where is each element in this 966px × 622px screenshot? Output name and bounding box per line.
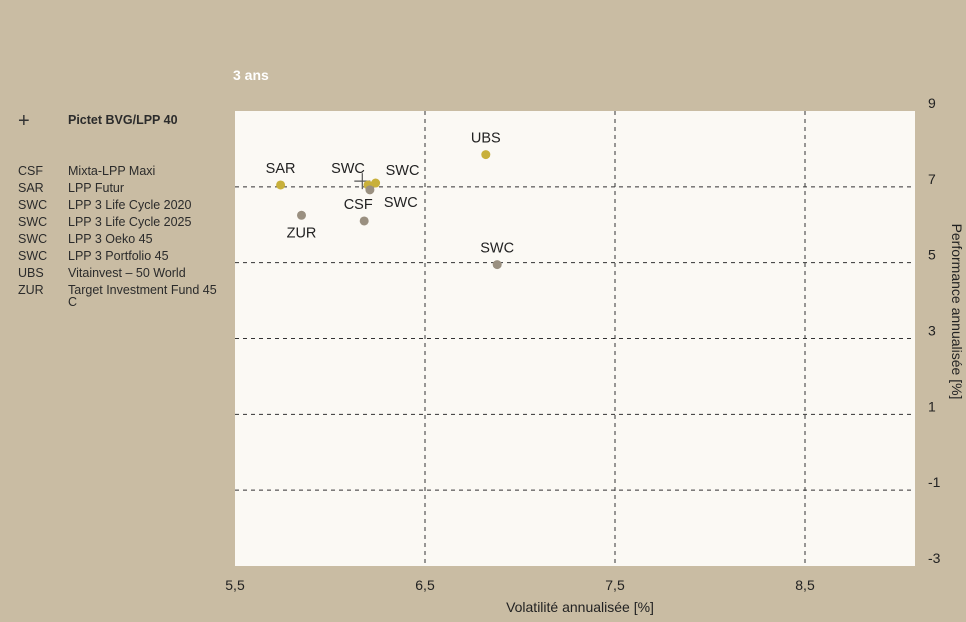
data-label: SWC bbox=[386, 163, 420, 179]
y-tick-label: 3 bbox=[928, 323, 936, 339]
y-tick-label: -3 bbox=[928, 550, 941, 566]
legend-item-name: Target Investment Fund 45 C bbox=[68, 283, 217, 309]
data-label: UBS bbox=[471, 131, 501, 147]
legend-item: CSF Mixta-LPP Maxi bbox=[18, 163, 223, 180]
legend-item-name: LPP 3 Oeko 45 bbox=[68, 232, 153, 246]
legend-item-name: LPP 3 Life Cycle 2020 bbox=[68, 198, 192, 212]
legend-item: SWC LPP 3 Oeko 45 bbox=[18, 231, 223, 248]
data-label: SWC bbox=[331, 161, 365, 177]
data-points bbox=[276, 150, 502, 270]
x-tick-labels: 5,5 6,5 7,5 8,5 bbox=[225, 577, 815, 593]
x-tick-label: 7,5 bbox=[605, 577, 625, 593]
y-tick-label: 1 bbox=[928, 398, 936, 414]
x-tick-label: 5,5 bbox=[225, 577, 245, 593]
legend-items: CSF Mixta-LPP Maxi SAR LPP Futur SWC LPP 3 Li… bbox=[18, 163, 223, 311]
plus-icon: + bbox=[18, 109, 30, 132]
legend-item-name: Vitainvest – 50 World bbox=[68, 266, 186, 280]
legend-item-name: Mixta-LPP Maxi bbox=[68, 164, 156, 178]
chart-subtitle: 3 ans bbox=[233, 67, 269, 83]
legend: + Pictet BVG/LPP 40 CSF Mixta-LPP Maxi SAR… bbox=[18, 109, 223, 311]
y-tick-labels: 9 7 5 3 1 -1 -3 bbox=[928, 95, 941, 566]
data-point bbox=[371, 178, 381, 188]
legend-item-code: CSF bbox=[18, 164, 43, 178]
data-labels: SAR ZUR CSF SWC SWC SWC UBS SWC bbox=[266, 131, 514, 257]
data-label: SAR bbox=[266, 161, 296, 177]
legend-item-code: UBS bbox=[18, 266, 44, 280]
legend-item-code: ZUR bbox=[18, 283, 44, 297]
legend-item-code: SWC bbox=[18, 198, 48, 212]
legend-item-name: LPP 3 Portfolio 45 bbox=[68, 249, 169, 263]
legend-item: ZUR Target Investment Fund 45 C bbox=[18, 282, 223, 311]
x-axis-label: Volatilité annualisée [%] bbox=[506, 599, 654, 615]
data-label: SWC bbox=[384, 195, 418, 211]
legend-item: SWC LPP 3 Life Cycle 2025 bbox=[18, 214, 223, 231]
legend-item-name: LPP 3 Life Cycle 2025 bbox=[68, 215, 192, 229]
data-point bbox=[276, 180, 286, 190]
data-point bbox=[365, 185, 375, 195]
legend-item: SWC LPP 3 Portfolio 45 bbox=[18, 248, 223, 265]
y-tick-label: -1 bbox=[928, 474, 941, 490]
y-tick-label: 7 bbox=[928, 171, 936, 187]
data-point bbox=[297, 210, 306, 220]
data-label: SWC bbox=[480, 241, 514, 257]
y-tick-label: 9 bbox=[928, 95, 936, 111]
x-tick-label: 8,5 bbox=[795, 577, 815, 593]
data-point bbox=[492, 260, 502, 270]
x-tick-label: 6,5 bbox=[415, 577, 435, 593]
y-axis-label: Performance annualisée [%] bbox=[949, 224, 965, 400]
data-label: CSF bbox=[344, 197, 373, 213]
legend-benchmark-label: Pictet BVG/LPP 40 bbox=[68, 113, 178, 127]
data-point bbox=[481, 150, 491, 160]
y-tick-label: 5 bbox=[928, 247, 936, 263]
legend-item-code: SWC bbox=[18, 249, 48, 263]
legend-item: UBS Vitainvest – 50 World bbox=[18, 265, 223, 282]
legend-item-code: SAR bbox=[18, 181, 44, 195]
legend-item-code: SWC bbox=[18, 215, 48, 229]
data-label: ZUR bbox=[287, 225, 317, 241]
data-point bbox=[359, 216, 369, 226]
legend-item: SAR LPP Futur bbox=[18, 180, 223, 197]
legend-item: SWC LPP 3 Life Cycle 2020 bbox=[18, 197, 223, 214]
legend-item-name: LPP Futur bbox=[68, 181, 125, 195]
legend-benchmark: + Pictet BVG/LPP 40 bbox=[18, 109, 223, 132]
legend-item-code: SWC bbox=[18, 232, 48, 246]
grid-lines bbox=[235, 111, 915, 566]
